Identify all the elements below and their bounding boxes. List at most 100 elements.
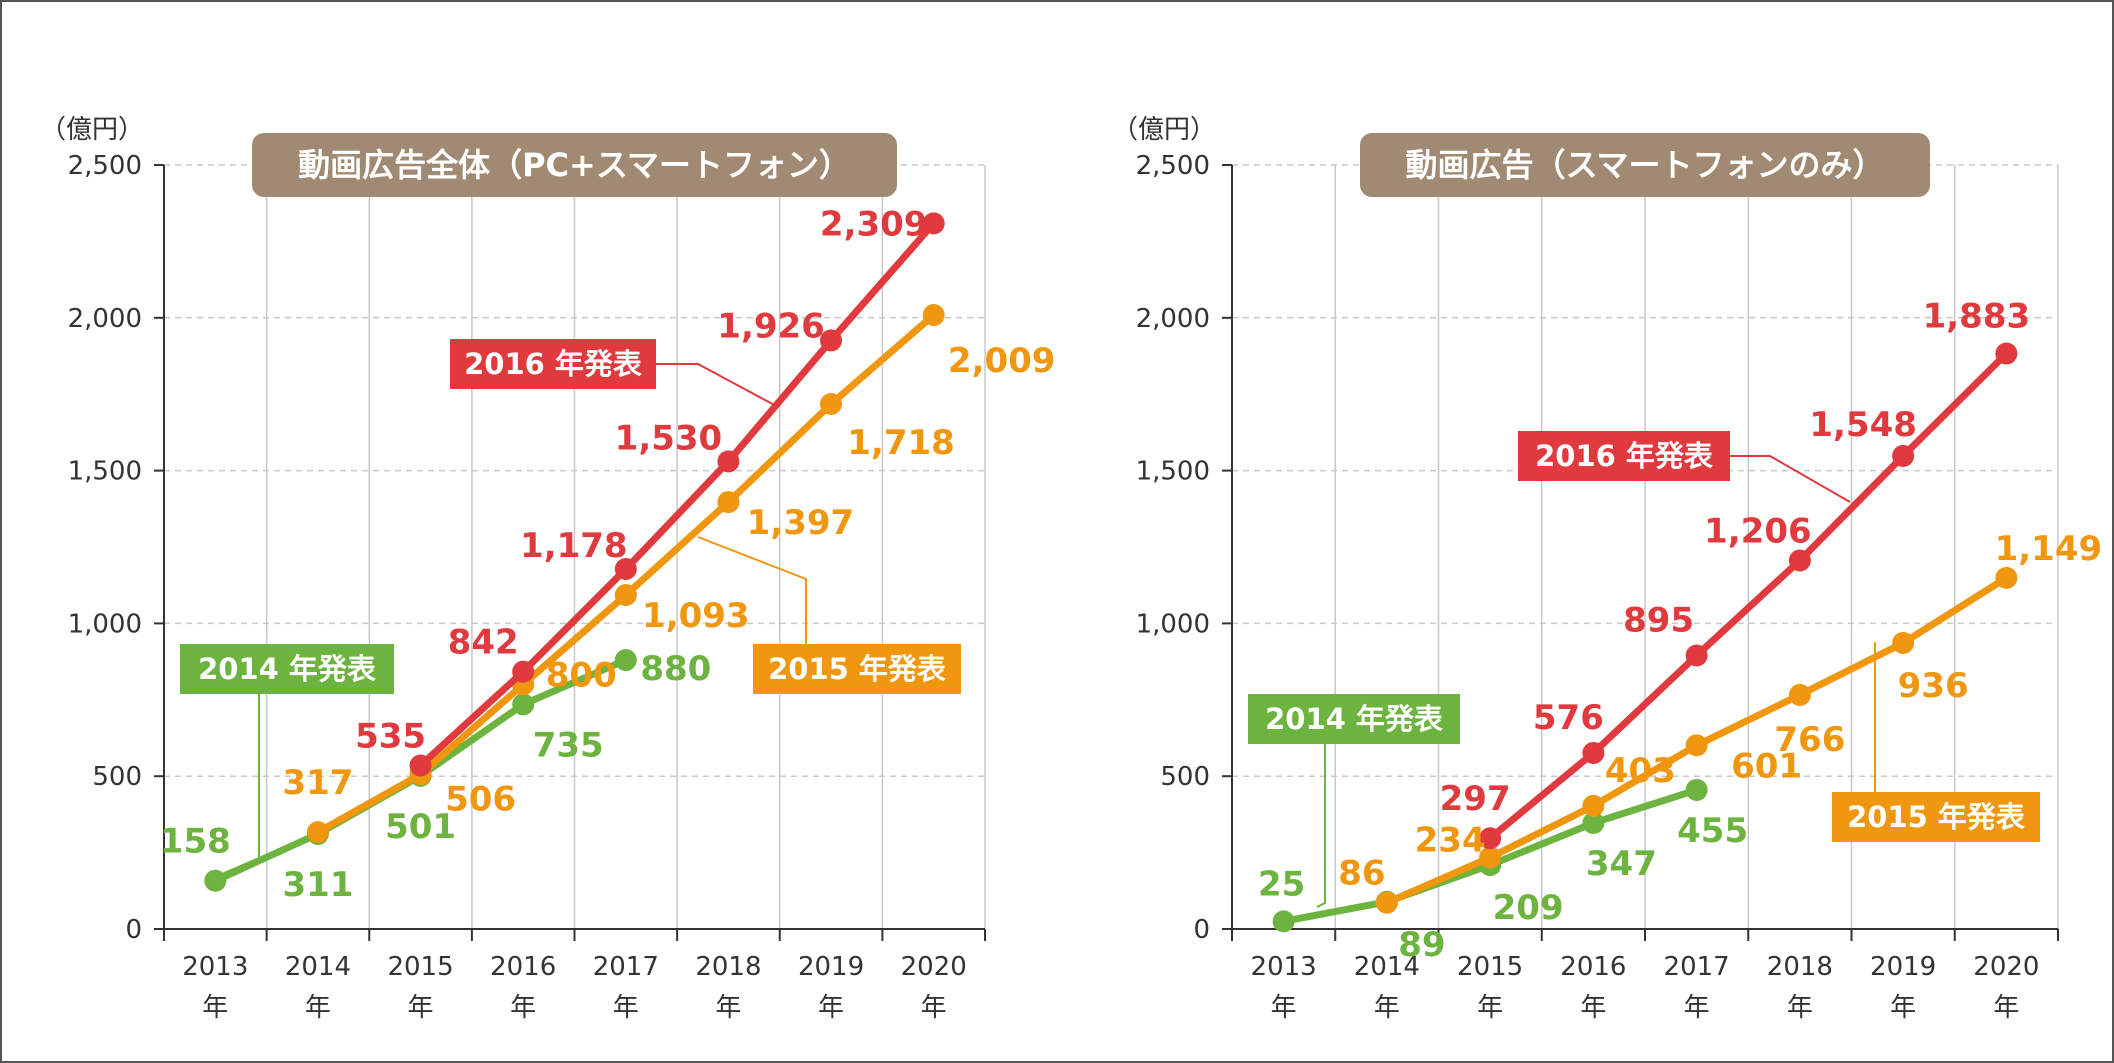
data-label-orange: 936 <box>1898 666 1969 706</box>
series-tag-orange: 2015 年発表 <box>768 652 946 686</box>
y-tick-label: 500 <box>1160 762 1210 792</box>
x-tick-suffix: 年 <box>305 993 331 1023</box>
y-tick-label: 1,000 <box>68 609 142 639</box>
x-tick-label: 2013 <box>1251 952 1317 982</box>
data-label-orange: 234 <box>1415 820 1486 860</box>
chart-title-background <box>1360 133 1930 197</box>
series-line-red <box>417 219 938 770</box>
series-tag-green: 2014 年発表 <box>1265 702 1443 736</box>
data-label-green: 455 <box>1677 811 1748 851</box>
chart-panel-2: 0 500 1,000 1,500 2,000 2,500 2013 年 2014 年 2015 年 2… <box>1112 115 2102 1023</box>
data-label-red: 576 <box>1533 698 1604 738</box>
x-tick-suffix: 年 <box>818 993 844 1023</box>
data-label-red: 1,206 <box>1704 511 1812 551</box>
data-point-red <box>717 450 740 473</box>
data-point-orange <box>1479 846 1502 869</box>
series-tag-background-red <box>450 339 656 389</box>
x-tick-suffix: 年 <box>921 993 947 1023</box>
series-line-red <box>1486 350 2010 842</box>
data-label-orange: 317 <box>282 763 353 803</box>
data-label-orange: 506 <box>445 779 516 819</box>
x-tick-suffix: 年 <box>1787 993 1813 1023</box>
data-label-orange: 601 <box>1731 746 1802 786</box>
series-tag-leader-green <box>1316 744 1326 908</box>
x-tick-suffix: 年 <box>715 993 741 1023</box>
x-tick-suffix: 年 <box>613 993 639 1023</box>
y-tick-label: 500 <box>92 762 142 792</box>
data-label-orange: 800 <box>546 656 617 696</box>
data-point-red <box>820 329 843 352</box>
x-tick-label: 2014 <box>1354 952 1420 982</box>
series-tag-leader-red <box>656 363 779 408</box>
x-tick-label: 2018 <box>695 952 761 982</box>
data-label-red: 297 <box>1440 779 1511 819</box>
y-tick-label: 2,500 <box>68 151 142 181</box>
data-point-green <box>1582 811 1605 834</box>
chart-panel-1: 0 500 1,000 1,500 2,000 2,500 2013 年 2014 年 2015 年 2… <box>40 115 1055 1023</box>
data-point-red <box>1685 644 1708 667</box>
x-tick-label: 2020 <box>1973 952 2039 982</box>
data-label-orange: 86 <box>1338 854 1385 894</box>
series-tag-background-orange <box>753 644 961 694</box>
x-tick-label: 2017 <box>593 952 659 982</box>
data-label-red: 1,548 <box>1809 405 1917 445</box>
series-tag-red: 2016 年発表 <box>1535 439 1713 473</box>
x-tick-label: 2015 <box>387 952 453 982</box>
x-tick-suffix: 年 <box>202 993 228 1023</box>
data-label-red: 2,309 <box>820 204 928 244</box>
y-tick-label: 0 <box>1193 915 1210 945</box>
data-point-orange <box>922 304 945 327</box>
x-tick-label: 2013 <box>182 952 248 982</box>
data-point-red <box>512 660 535 683</box>
series-tag-orange: 2015 年発表 <box>1847 800 2025 834</box>
data-label-red: 1,530 <box>615 418 723 458</box>
data-point-red <box>614 558 637 581</box>
data-label-orange: 1,718 <box>847 423 955 463</box>
data-label-green: 158 <box>160 822 231 862</box>
series-tag-background-orange <box>1832 792 2040 842</box>
data-label-green: 89 <box>1398 925 1445 965</box>
series-tag-background-green <box>1248 694 1460 744</box>
chart-title: 動画広告全体（PC+スマートフォン） <box>298 146 851 184</box>
x-tick-label: 2017 <box>1664 952 1730 982</box>
series-tag-red: 2016 年発表 <box>464 347 642 381</box>
data-point-red <box>922 212 945 235</box>
data-point-orange <box>820 392 843 415</box>
y-tick-label: 1,000 <box>1136 609 1210 639</box>
data-label-red: 535 <box>355 717 426 757</box>
y-tick-label: 2,000 <box>68 304 142 334</box>
data-label-orange: 1,149 <box>1995 529 2103 569</box>
series-tag-leader-orange <box>697 536 807 644</box>
y-tick-label: 1,500 <box>68 457 142 487</box>
data-point-red <box>1582 741 1605 764</box>
data-point-orange <box>1582 794 1605 817</box>
data-point-orange <box>717 491 740 514</box>
x-tick-label: 2019 <box>798 952 864 982</box>
chart-title: 動画広告（スマートフォンのみ） <box>1405 146 1884 184</box>
data-point-green <box>1272 910 1295 933</box>
x-tick-suffix: 年 <box>1684 993 1710 1023</box>
series-tag-background-green <box>180 644 394 694</box>
data-label-orange: 1,093 <box>642 596 750 636</box>
data-point-orange <box>1995 566 2018 589</box>
data-point-red <box>409 754 432 777</box>
x-tick-suffix: 年 <box>1374 993 1400 1023</box>
data-point-orange <box>1375 891 1398 914</box>
data-point-green <box>614 649 637 672</box>
x-tick-suffix: 年 <box>1580 993 1606 1023</box>
y-tick-label: 0 <box>125 915 142 945</box>
data-point-red <box>1479 827 1502 850</box>
x-tick-suffix: 年 <box>1271 993 1297 1023</box>
data-point-orange <box>1892 631 1915 654</box>
x-tick-suffix: 年 <box>1477 993 1503 1023</box>
y-unit-label: （億円） <box>40 115 144 145</box>
data-label-red: 1,883 <box>1923 297 2031 337</box>
data-label-green: 209 <box>1493 888 1564 928</box>
x-tick-label: 2018 <box>1767 952 1833 982</box>
data-point-orange <box>306 821 329 844</box>
x-tick-suffix: 年 <box>1993 993 2019 1023</box>
data-label-red: 842 <box>448 623 519 663</box>
data-label-red: 1,926 <box>717 306 825 346</box>
